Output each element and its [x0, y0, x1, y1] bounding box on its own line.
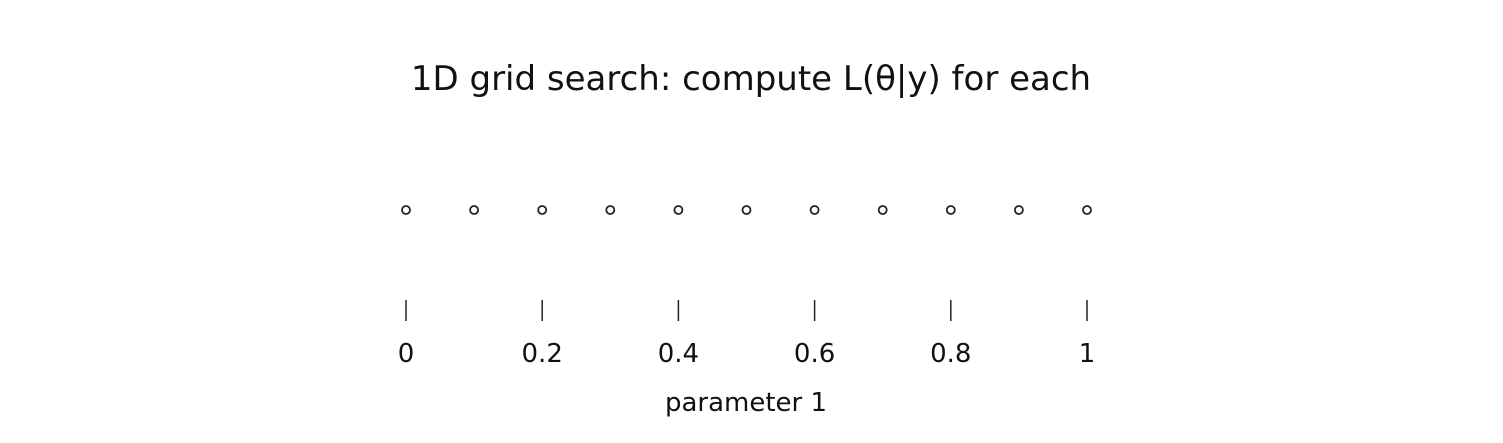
- grid-point: [809, 205, 820, 215]
- grid-point: [673, 205, 684, 215]
- grid-point: [537, 205, 548, 215]
- x-axis: 0 0.2 0.4 0.6 0.8 1: [398, 300, 1096, 369]
- grid-point: [1082, 205, 1092, 215]
- grid-point: [945, 205, 956, 215]
- x-tick-label: 0.6: [794, 339, 835, 369]
- x-tick-label: 1: [1079, 339, 1096, 369]
- x-axis-label: parameter 1: [665, 388, 827, 418]
- grid-points: [401, 205, 1092, 215]
- chart-title: 1D grid search: compute L(θ|y) for each: [411, 59, 1091, 99]
- grid-point: [1014, 205, 1024, 215]
- x-tick-label: 0.4: [658, 339, 699, 369]
- grid-point: [741, 205, 752, 215]
- grid-point: [605, 205, 616, 215]
- x-tick-label: 0.8: [930, 339, 971, 369]
- grid-point: [877, 205, 888, 215]
- x-tick-label: 0: [398, 339, 415, 369]
- grid-point: [469, 205, 480, 215]
- x-tick-label: 0.2: [522, 339, 563, 369]
- grid-point: [401, 205, 411, 215]
